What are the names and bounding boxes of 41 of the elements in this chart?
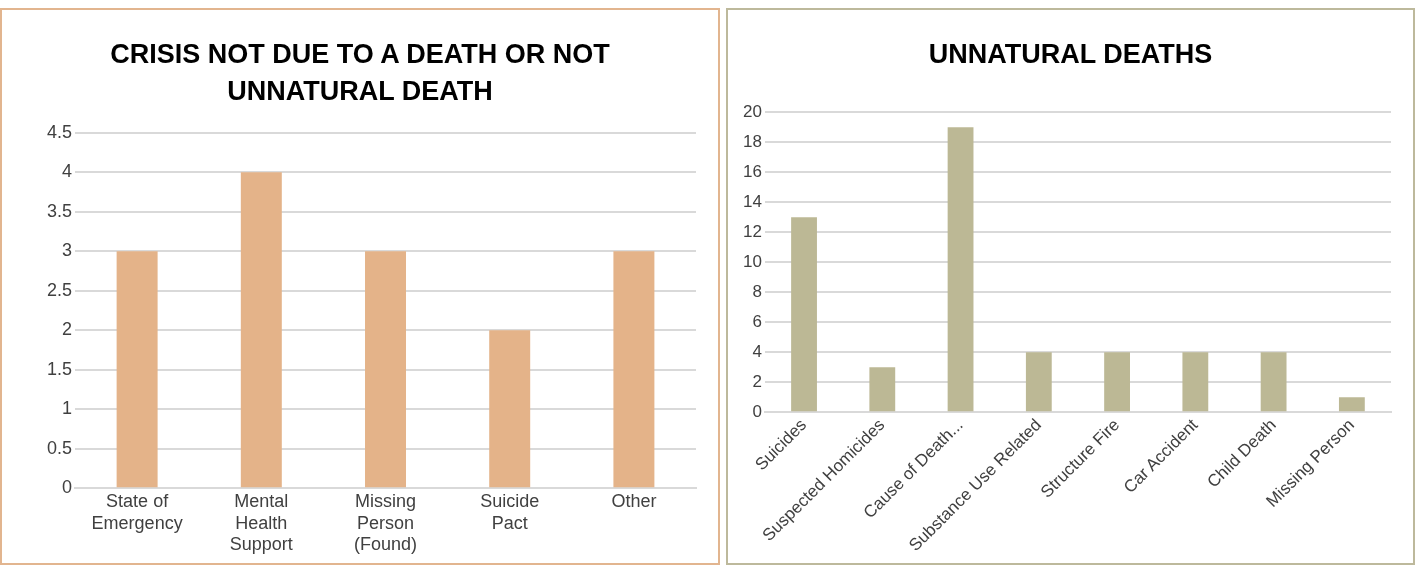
y-tick-label: 3: [62, 240, 73, 261]
bar: [365, 251, 406, 488]
bar: [1182, 352, 1209, 412]
bar: [1104, 352, 1130, 412]
y-tick-label: 10: [742, 251, 762, 271]
y-tick-label: 20: [742, 101, 762, 121]
y-tick-label: 18: [742, 131, 762, 151]
bar: [1025, 352, 1052, 412]
bar: [116, 251, 158, 488]
y-tick-label: 0.5: [46, 437, 73, 458]
x-tick-label: State of Emergency: [91, 490, 183, 533]
y-tick-label: 0: [62, 477, 73, 498]
y-tick-label: 16: [742, 161, 762, 181]
y-tick-label: 4: [62, 161, 73, 182]
bar: [947, 127, 974, 412]
bar: [791, 217, 817, 412]
y-tick-label: 0: [752, 401, 762, 421]
y-tick-label: 4: [752, 341, 762, 361]
y-tick-label: 1.5: [46, 358, 73, 379]
bar: [613, 251, 655, 488]
x-tick-label: Missing Person (Found): [354, 490, 418, 555]
y-tick-label: 1: [62, 398, 73, 419]
y-tick-label: 3.5: [46, 200, 73, 221]
chart-title: CRISIS NOT DUE TO A DEATH OR NOT UNNATURAL DEATH: [109, 38, 611, 108]
y-tick-label: 6: [752, 311, 762, 331]
y-tick-label: 2: [752, 371, 762, 391]
x-tick-label: Mental Health Support: [229, 490, 293, 555]
bar: [1338, 397, 1365, 412]
y-tick-label: 12: [742, 221, 762, 241]
chart-title: UNNATURAL DEATHS: [927, 38, 1214, 71]
x-tick-label: Other: [611, 490, 657, 511]
bar: [869, 367, 896, 412]
y-tick-label: 2: [62, 319, 73, 340]
bar: [1260, 352, 1287, 412]
bar: [489, 330, 531, 488]
y-tick-label: 4.5: [46, 121, 73, 142]
y-tick-label: 8: [752, 281, 762, 301]
x-tick-label: Suicide Pact: [480, 490, 540, 533]
bar: [240, 172, 282, 488]
y-tick-label: 14: [742, 191, 762, 211]
y-tick-label: 2.5: [46, 279, 73, 300]
